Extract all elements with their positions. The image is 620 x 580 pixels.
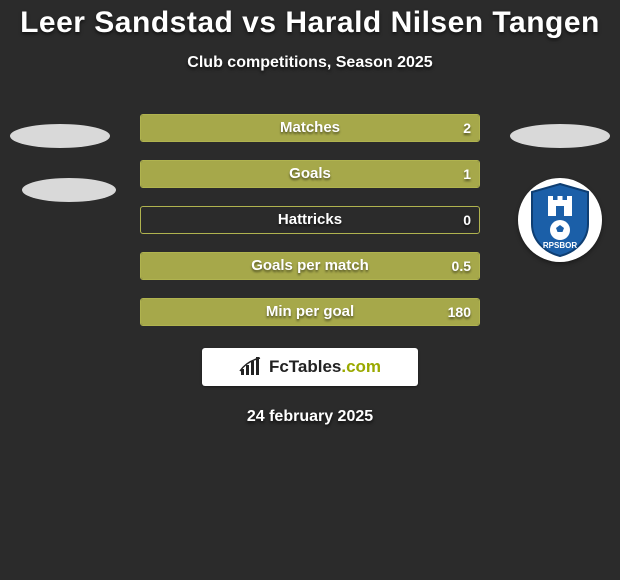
stat-label: Goals [141,161,479,187]
stat-label: Goals per match [141,253,479,279]
page-title: Leer Sandstad vs Harald Nilsen Tangen [0,6,620,40]
club-badge: RPSBOR [518,178,602,262]
stat-row: Min per goal180 [140,298,480,326]
stat-value-right: 0 [463,207,471,233]
stat-row: Goals1 [140,160,480,188]
stat-label: Matches [141,115,479,141]
stat-label: Min per goal [141,299,479,325]
stat-row: Hattricks0 [140,206,480,234]
brand-text-b: .com [341,357,381,376]
brand-badge: FcTables.com [202,348,418,386]
stat-row: Goals per match0.5 [140,252,480,280]
stat-value-right: 180 [448,299,471,325]
stat-value-right: 0.5 [452,253,471,279]
stat-rows: Matches2Goals1Hattricks0Goals per match0… [140,114,480,326]
brand-text-a: FcTables [269,357,341,376]
shield-icon: RPSBOR [526,182,594,258]
stat-row: Matches2 [140,114,480,142]
player-left-ellipse-1 [10,124,110,148]
stat-value-right: 2 [463,115,471,141]
player-right-ellipse-1 [510,124,610,148]
bar-chart-icon [239,357,263,377]
stat-label: Hattricks [141,207,479,233]
player-left-ellipse-2 [22,178,116,202]
brand-text: FcTables.com [269,357,381,377]
stat-value-right: 1 [463,161,471,187]
club-text: RPSBOR [543,241,577,250]
subtitle: Club competitions, Season 2025 [0,54,620,72]
date-label: 24 february 2025 [0,408,620,426]
